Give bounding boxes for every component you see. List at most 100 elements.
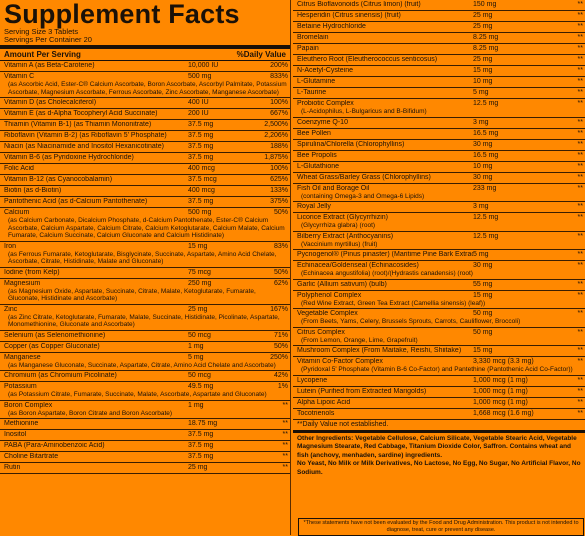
nutrient-row: Copper (as Copper Gluconate) 1 mg 50% <box>0 342 290 353</box>
nutrient-amount: 10 mg <box>473 162 493 170</box>
nutrient-amount: 12.5 mg <box>473 232 499 240</box>
nutrient-row: Pantothenic Acid (as d-Calcium Pantothen… <box>0 197 290 208</box>
nutrient-main-line: Vitamin Co-Factor Complex 3,330 mcg (3.3 … <box>293 357 585 367</box>
nutrient-source-detail: (as Magnesium Oxide, Aspartate, Succinat… <box>8 287 256 303</box>
nutrient-name: Magnesium <box>4 279 41 287</box>
nutrient-main-line: Folic Acid 400 mcg 100% <box>0 164 290 175</box>
nutrient-main-line: Spirulina/Chlorella (Chlorophyllins) 30 m… <box>293 140 585 151</box>
nutrient-amount: 50 mg <box>473 310 493 317</box>
nutrient-amount: 30 mg <box>473 140 493 148</box>
nutrient-name: Vitamin D (as Cholecalciferol) <box>4 99 97 106</box>
nutrient-main-line: Vitamin E (as d-Alpha Tocopheryl Acid Su… <box>0 109 290 120</box>
nutrient-name: L-Taurine <box>297 89 327 96</box>
nutrient-amount: 12.5 mg <box>473 214 499 221</box>
nutrient-name: Betaine Hydrochloride <box>297 23 366 30</box>
nutrient-name: Lycopene <box>297 376 328 384</box>
nutrient-daily-value: ** <box>577 214 583 221</box>
nutrient-row: Vitamin Co-Factor Complex 3,330 mcg (3.3 … <box>293 357 585 376</box>
nutrient-main-line: Rutin 25 mg ** <box>0 463 290 474</box>
nutrient-name: Citrus Bioflavonoids (Citrus limon) (fru… <box>297 1 421 8</box>
nutrient-source-detail: (Vaccinium myrtillus) (fruit) <box>301 240 378 248</box>
nutrient-daily-value: ** <box>577 89 583 96</box>
nutrient-row: Coenzyme Q-10 3 mg ** <box>293 118 585 129</box>
nutrient-row: Spirulina/Chlorella (Chlorophyllins) 30 m… <box>293 140 585 151</box>
nutrient-name: N-Acetyl-Cysteine <box>297 67 354 74</box>
nutrient-amount: 37.5 mg <box>188 453 214 460</box>
nutrient-row: Niacin (as Niacinamide and Inositol Hexa… <box>0 142 290 153</box>
nutrient-daily-value: ** <box>577 129 583 137</box>
nutrient-source-detail: (Red Wine Extract, Green Tea Extract (Ca… <box>301 299 486 307</box>
nutrient-amount: 400 mcg <box>188 187 215 194</box>
nutrient-main-line: Biotin (as d-Biotin) 400 mcg 133% <box>0 186 290 197</box>
nutrient-row: Alpha Lipoic Acid 1,000 mcg (1 mg) ** <box>293 398 585 409</box>
nutrient-row: Wheat Grass/Barley Grass (Chlorophyllins… <box>293 173 585 184</box>
nutrient-name: Boron Complex <box>4 401 53 409</box>
nutrient-main-line: Vitamin C 500 mg 833% <box>0 72 290 82</box>
thick-divider-bottom <box>293 429 585 433</box>
nutrient-name: Citrus Complex <box>297 328 345 336</box>
nutrient-amount: 12.5 mg <box>473 100 499 107</box>
nutrient-row: Bee Pollen 16.5 mg ** <box>293 129 585 140</box>
nutrient-name: Garlic (Allium sativum) (bulb) <box>297 280 387 288</box>
nutrient-amount: 55 mg <box>473 280 493 288</box>
nutrient-daily-value: 83% <box>273 242 288 250</box>
nutrient-row: Vitamin A (as Beta-Carotene) 10,000 IU 200… <box>0 61 290 72</box>
nutrient-daily-value: ** <box>577 376 583 384</box>
nutrient-daily-value: 42% <box>273 372 288 379</box>
nutrient-main-line: L-Taurine 5 mg ** <box>293 88 585 99</box>
right-nutrient-list: Citrus Bioflavonoids (Citrus limon) (fru… <box>293 0 585 420</box>
nutrient-name: Iron <box>4 242 17 250</box>
nutrient-amount: 25 mg <box>188 464 208 471</box>
nutrient-main-line: L-Glutathione 10 mg ** <box>293 162 585 173</box>
nutrient-main-line: Riboflavin (Vitamin B-2) (as Riboflavin … <box>0 131 290 142</box>
nutrient-row: N-Acetyl-Cysteine 15 mg ** <box>293 66 585 77</box>
nutrient-daily-value: ** <box>577 347 583 354</box>
nutrient-daily-value: 62% <box>273 279 288 287</box>
nutrient-row: Tocotrienols 1,668 mcg (1.6 mg) ** <box>293 409 585 420</box>
nutrient-row: Pycnogenol® (Pinus pinaster) (Maritime P… <box>293 250 585 261</box>
nutrient-main-line: Pycnogenol® (Pinus pinaster) (Maritime P… <box>293 250 585 261</box>
nutrient-name: Wheat Grass/Barley Grass (Chlorophyllins… <box>297 173 431 181</box>
nutrient-amount: 250 mg <box>188 279 212 287</box>
nutrient-amount: 1,000 mcg (1 mg) <box>473 387 528 395</box>
nutrient-name: Vitamin A (as Beta-Carotene) <box>4 62 95 69</box>
nutrient-row: L-Taurine 5 mg ** <box>293 88 585 99</box>
nutrient-amount: 18.75 mg <box>188 420 218 427</box>
nutrient-daily-value: 833% <box>270 73 288 80</box>
nutrient-amount: 233 mg <box>473 184 497 192</box>
nutrient-row: Chromium (as Chromium Picolinate) 50 mcg 4… <box>0 371 290 382</box>
nutrient-main-line: Fish Oil and Borage Oil 233 mg ** <box>293 184 585 194</box>
nutrient-source-detail: (as Boron Aspartate, Boron Citrate and B… <box>8 409 173 417</box>
nutrient-daily-value: ** <box>577 140 583 148</box>
nutrient-amount: 25 mg <box>473 56 493 63</box>
nutrient-name: Vitamin B-12 (as Cyanocobalamin) <box>4 176 113 183</box>
nutrient-row: Vitamin E (as d-Alpha Tocopheryl Acid Su… <box>0 109 290 120</box>
nutrient-source-detail: (Pyridoxal 5' Phosphate (Vitamin B-6 Co-… <box>301 366 573 373</box>
nutrient-row: Methionine 18.75 mg ** <box>0 419 290 430</box>
nutrient-row: Manganese 5 mg 250% (as Manganese Gluconate… <box>0 353 290 371</box>
nutrient-row: Mushroom Complex (From Maitake, Reishi, … <box>293 346 585 357</box>
nutrient-amount: 15 mg <box>473 291 493 299</box>
nutrient-row: Zinc 25 mg 167% (as Zinc Citrate, Ketogluta… <box>0 305 290 331</box>
nutrient-main-line: Selenium (as Selenomethionine) 50 mcg 71% <box>0 331 290 342</box>
nutrient-row: Polyphenol Complex 15 mg ** (Red Wine Extra… <box>293 291 585 309</box>
nutrient-amount: 1 mg <box>188 342 204 350</box>
nutrient-amount: 50 mcg <box>188 331 211 339</box>
nutrient-daily-value: ** <box>577 262 583 269</box>
nutrient-amount: 150 mg <box>473 1 497 8</box>
nutrient-row: Riboflavin (Vitamin B-2) (as Riboflavin … <box>0 131 290 142</box>
nutrient-daily-value: ** <box>577 387 583 395</box>
nutrient-row: Boron Complex 1 mg ** (as Boron Aspartate, … <box>0 401 290 419</box>
nutrient-row: Thiamin (Vitamin B-1) (as Thiamin Mononi… <box>0 120 290 131</box>
nutrient-daily-value: 133% <box>270 187 288 194</box>
nutrient-name: Royal Jelly <box>297 203 331 210</box>
nutrient-row: L-Glutamine 10 mg ** <box>293 77 585 88</box>
nutrient-main-line: Choline Bitartrate 37.5 mg ** <box>0 452 290 463</box>
nutrient-row: Betaine Hydrochloride 25 mg ** <box>293 22 585 33</box>
nutrient-row: Probiotic Complex 12.5 mg ** (L-Acidophilus… <box>293 99 585 118</box>
nutrient-daily-value: ** <box>577 151 583 159</box>
column-header: Amount Per Serving %Daily Value <box>0 49 290 61</box>
nutrient-main-line: PABA (Para-Aminobenzoic Acid) 37.5 mg ** <box>0 441 290 452</box>
nutrient-amount: 5 mg <box>473 89 489 96</box>
nutrient-name: Bee Propolis <box>297 151 337 159</box>
